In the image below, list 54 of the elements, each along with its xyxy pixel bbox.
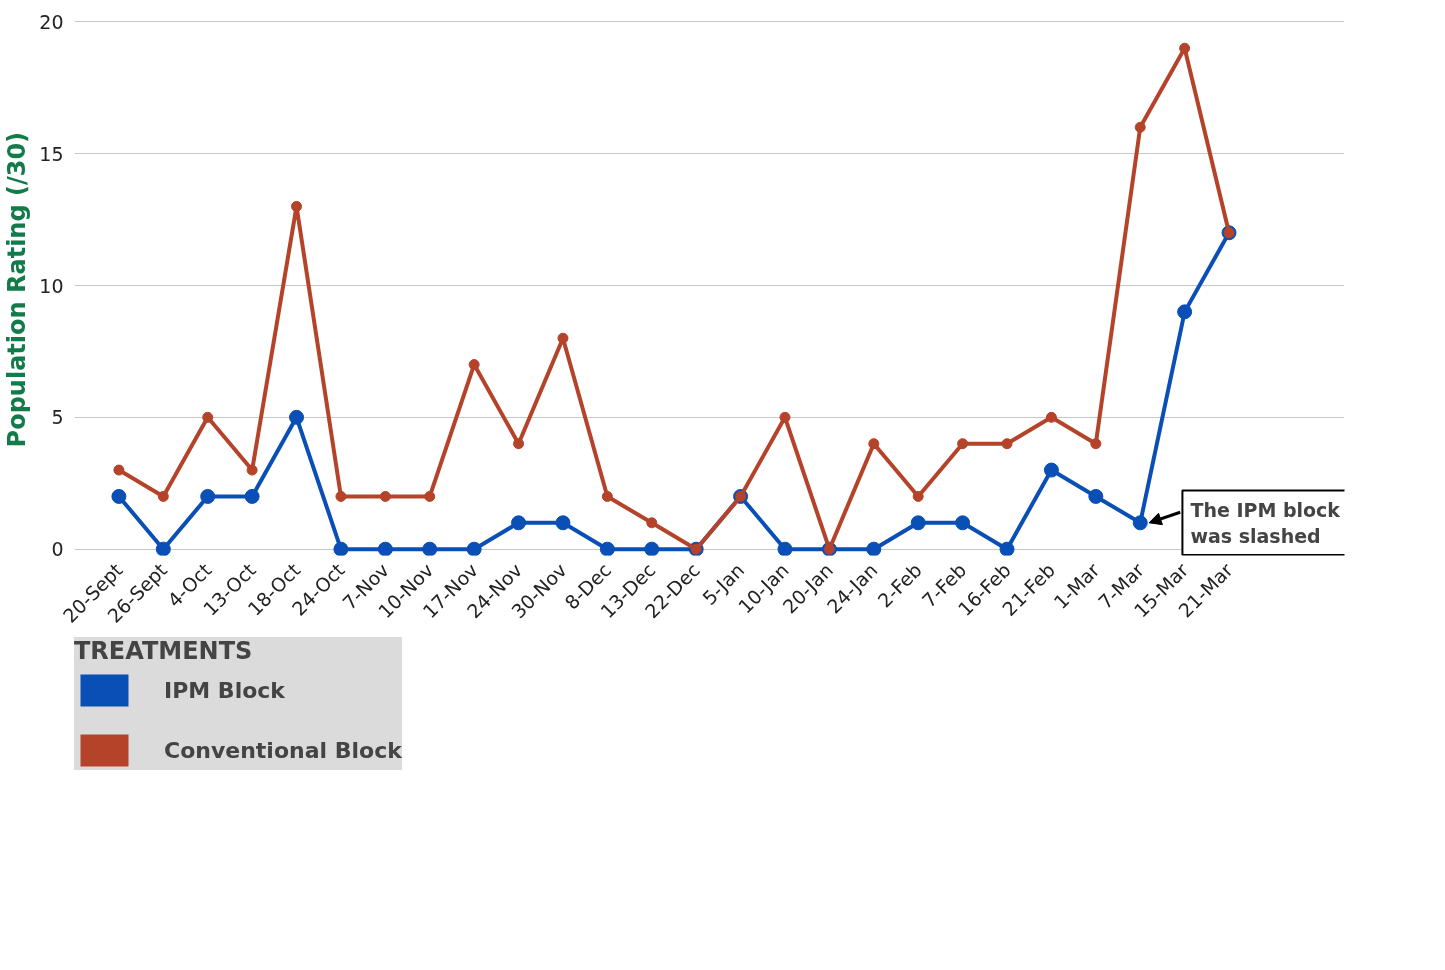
point	[511, 515, 527, 531]
point	[246, 464, 258, 476]
point	[910, 515, 926, 531]
legend-label: IPM Block	[164, 677, 285, 703]
annotation: The IPM block was slashed	[1190, 498, 1341, 547]
y-axis-title: Population Rating (/30)	[3, 131, 32, 448]
point	[379, 490, 391, 502]
point	[244, 488, 260, 504]
point	[1132, 515, 1148, 531]
point	[912, 490, 924, 502]
point	[289, 409, 305, 425]
point	[1043, 462, 1059, 478]
point	[1001, 438, 1013, 450]
point	[557, 332, 569, 344]
point	[1134, 121, 1146, 133]
point	[335, 490, 347, 502]
point	[868, 438, 880, 450]
point	[424, 490, 436, 502]
point	[513, 438, 525, 450]
point	[291, 200, 303, 212]
point	[202, 411, 214, 423]
point	[646, 517, 658, 529]
point	[422, 541, 438, 556]
y-tick-label: 0	[51, 538, 64, 561]
point	[779, 411, 791, 423]
y-tick-label: 10	[39, 274, 64, 297]
point	[468, 359, 480, 371]
point	[999, 541, 1015, 556]
point	[599, 541, 615, 556]
point	[955, 515, 971, 531]
point	[1090, 438, 1102, 450]
point	[1088, 488, 1104, 504]
point	[601, 490, 613, 502]
point	[957, 438, 969, 450]
point	[466, 541, 482, 556]
point	[555, 515, 571, 531]
point	[113, 464, 125, 476]
point	[1179, 42, 1191, 54]
legend-label: Conventional Block	[164, 737, 402, 763]
point	[333, 541, 349, 556]
point	[1045, 411, 1057, 423]
point	[155, 541, 171, 556]
point	[866, 541, 882, 556]
point	[111, 488, 127, 504]
point	[777, 541, 793, 556]
point	[200, 488, 216, 504]
legend-title: TREATMENTS	[74, 637, 254, 665]
point	[1177, 304, 1193, 320]
point	[157, 490, 169, 502]
point	[377, 541, 393, 556]
y-tick-label: 15	[39, 142, 64, 165]
y-tick-label: 5	[51, 406, 64, 429]
point	[644, 541, 660, 556]
y-tick-label: 20	[39, 10, 64, 33]
